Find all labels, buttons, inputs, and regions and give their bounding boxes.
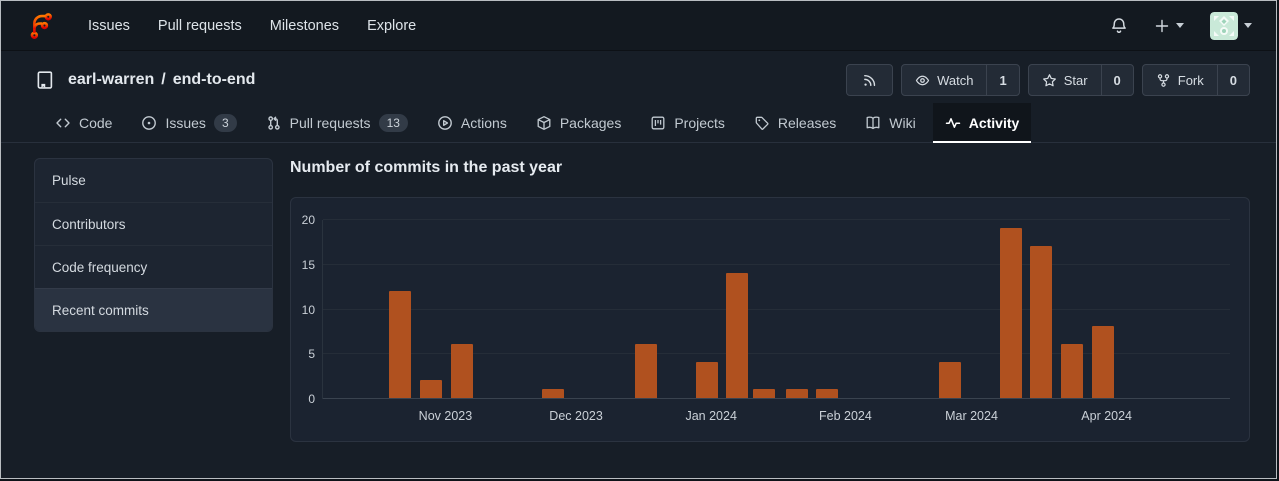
watch-label: Watch [937,72,974,88]
tab-packages[interactable]: Packages [524,103,633,142]
commits-chart-card: 0 5 10 15 20 Nov 2023 Dec 2023 Jan 2024 Feb 2024… [290,197,1250,442]
y-axis-tick-label: 15 [301,257,315,272]
caret-down-icon [1244,23,1252,28]
rss-icon [864,74,876,86]
top-navbar: Issues Pull requests Milestones Explore [1,1,1276,51]
activity-content: Pulse Contributors Code frequency Recent… [1,143,1276,442]
sidebar-item-recent-commits[interactable]: Recent commits [35,288,272,331]
x-axis-month-label: Jan 2024 [685,409,737,423]
repo-name-link[interactable]: end-to-end [172,71,256,88]
repo-separator: / [161,71,166,88]
watch-button[interactable]: Watch 1 [901,64,1020,96]
y-axis-tick-label: 5 [308,347,315,362]
repo-actions: Watch 1 Star 0 Fo [846,64,1250,96]
tab-actions[interactable]: Actions [425,103,519,142]
package-icon [537,115,551,130]
navbar-right [1110,11,1252,40]
rss-feed-button[interactable] [846,64,894,96]
recent-commits-panel: Number of commits in the past year 0 5 10 1… [290,158,1250,442]
pull-requests-count-badge: 13 [378,113,408,132]
gridline-y-10 [323,308,1230,310]
tab-pull-requests[interactable]: Pull requests 13 [254,103,420,142]
commit-count-bar [938,362,961,398]
gridline-y-0 [323,398,1230,399]
commit-count-bar [695,362,718,398]
gridline-y-5 [323,353,1230,355]
tab-projects[interactable]: Projects [638,103,737,142]
tab-releases[interactable]: Releases [742,103,848,142]
eye-icon [915,75,930,85]
commit-count-bar [389,290,412,398]
repo-tabbar: Code Issues 3 Pull requests 13 Actions P… [1,103,1276,143]
repo-owner-link[interactable]: earl-warren [68,71,155,88]
repo-title: earl-warren / end-to-end [35,70,255,90]
navbar-links: Issues Pull requests Milestones Explore [74,1,430,51]
pulse-icon [945,117,960,128]
nav-link-issues[interactable]: Issues [88,17,130,34]
y-axis-tick-label: 20 [301,213,315,227]
commit-count-bar [725,272,748,398]
commit-count-bar [1092,326,1115,398]
create-new-menu[interactable] [1154,18,1184,34]
commit-count-bar [752,389,775,398]
fork-label: Fork [1177,72,1204,88]
tab-code[interactable]: Code [43,103,124,142]
tag-icon [755,116,769,130]
repo-header: earl-warren / end-to-end [1,51,1276,103]
repo-icon [37,71,53,89]
commit-count-bar [786,389,809,398]
issues-count-badge: 3 [213,113,237,132]
commit-count-bar [816,389,839,398]
gridline-y-15 [323,263,1230,265]
x-axis-month-label: Nov 2023 [418,409,473,423]
commit-count-bar [542,389,565,398]
sidebar-item-pulse[interactable]: Pulse [52,173,86,188]
commit-count-bar [1030,245,1053,398]
star-label: Star [1063,72,1088,88]
pull-request-icon [267,115,280,130]
y-axis-tick-label: 0 [308,392,315,406]
code-icon [56,118,70,127]
gridline-y-20 [323,219,1230,220]
nav-link-explore[interactable]: Explore [367,17,417,34]
star-icon [1042,73,1056,86]
tab-issues[interactable]: Issues 3 [129,103,248,142]
watch-count[interactable]: 1 [986,65,1018,95]
book-icon [866,116,880,129]
sidebar-item-contributors[interactable]: Contributors [35,202,272,245]
y-axis-tick-label: 10 [301,302,315,317]
x-axis-month-label: Apr 2024 [1081,409,1133,423]
plus-icon [1155,19,1169,32]
project-board-icon [651,116,665,129]
avatar-identicon [1210,11,1238,40]
x-axis-month-label: Dec 2023 [549,409,603,423]
fork-button[interactable]: Fork 0 [1141,64,1250,96]
commit-count-bar [450,344,473,398]
issue-icon [142,115,157,130]
fork-count[interactable]: 0 [1216,65,1249,95]
commit-count-bar [1061,344,1084,398]
chart-title: Number of commits in the past year [290,159,563,176]
sidebar-item-code-frequency[interactable]: Code frequency [35,245,272,288]
caret-down-icon [1176,23,1184,28]
activity-sidebar-menu: Pulse Contributors Code frequency Recent… [34,158,273,332]
commit-count-bar [1000,227,1023,398]
tab-activity[interactable]: Activity [932,103,1032,143]
star-button[interactable]: Star 0 [1027,64,1134,96]
tab-wiki[interactable]: Wiki [853,103,927,142]
user-menu[interactable] [1210,11,1252,40]
notifications-bell-icon[interactable] [1110,17,1128,35]
nav-link-pull-requests[interactable]: Pull requests [157,17,242,34]
x-axis-month-label: Feb 2024 [819,409,872,423]
commit-count-bar [419,380,442,398]
fork-icon [1157,73,1169,87]
x-axis-month-label: Mar 2024 [945,409,998,423]
play-circle-icon [438,115,452,130]
commit-count-bar [634,344,657,398]
nav-link-milestones[interactable]: Milestones [269,17,340,34]
star-count[interactable]: 0 [1100,65,1133,95]
commits-bar-chart: 0 5 10 15 20 Nov 2023 Dec 2023 Jan 2024 Feb 2024… [302,213,1230,423]
forgejo-logo-icon[interactable] [25,11,55,41]
